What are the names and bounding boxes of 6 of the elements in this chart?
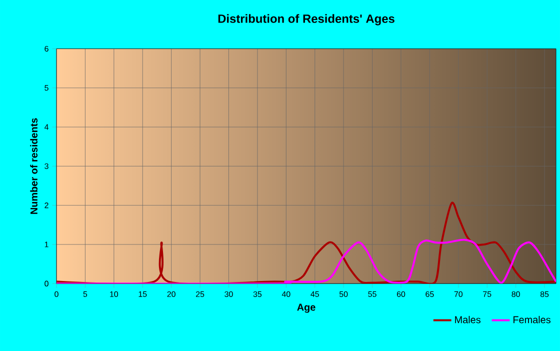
legend-label: Females xyxy=(514,316,550,324)
y-axis-title: Number of residents xyxy=(30,118,38,214)
chart-title: Distribution of Residents' Ages xyxy=(218,14,394,26)
line-series xyxy=(56,238,556,284)
x-axis-title: Age xyxy=(297,304,316,313)
legend-label: Males xyxy=(455,316,480,324)
